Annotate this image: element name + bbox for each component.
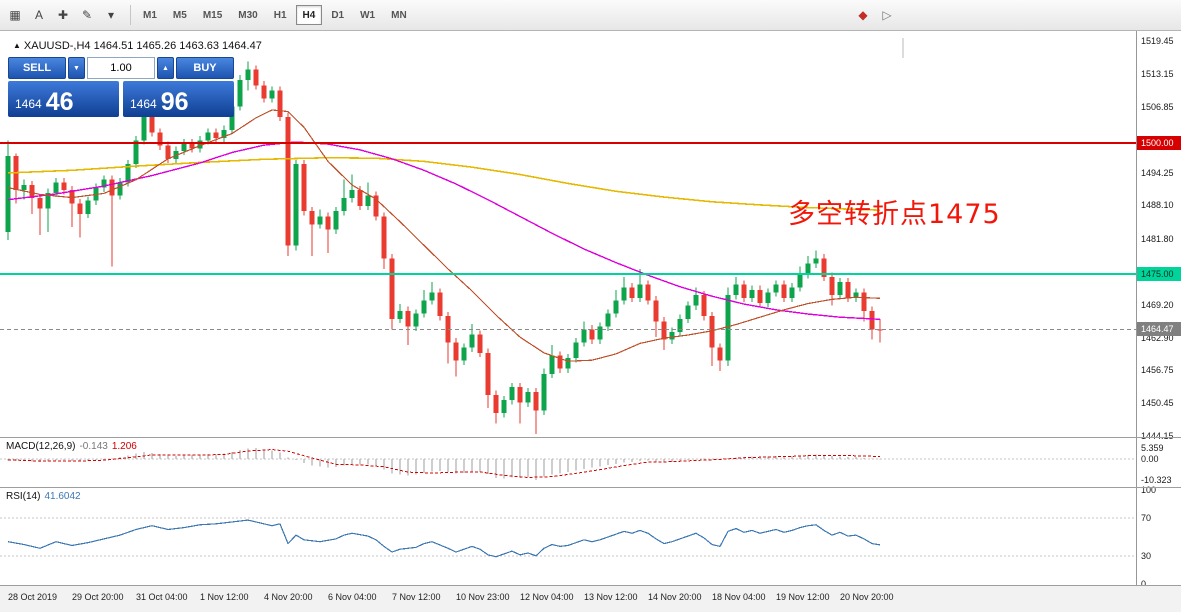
time-label: 4 Nov 20:00 bbox=[264, 592, 313, 602]
buy-price-main: 1464 bbox=[130, 97, 157, 111]
time-label: 1 Nov 12:00 bbox=[200, 592, 249, 602]
price-tick: 1456.75 bbox=[1141, 364, 1174, 375]
time-label: 6 Nov 04:00 bbox=[328, 592, 377, 602]
macd-indicator-label: MACD(12,26,9) -0.143 1.206 bbox=[6, 441, 137, 452]
buy-button[interactable]: BUY bbox=[176, 57, 234, 79]
macd-tick: -10.323 bbox=[1141, 475, 1172, 486]
price-tick: 1462.90 bbox=[1141, 332, 1174, 343]
pane-separator-macd[interactable] bbox=[0, 437, 1181, 438]
chart-annotation-text: 多空转折点1475 bbox=[788, 199, 1001, 230]
price-tick: 1481.80 bbox=[1141, 233, 1174, 244]
time-label: 14 Nov 20:00 bbox=[648, 592, 702, 602]
sell-price-panel[interactable]: 1464 46 bbox=[8, 81, 119, 117]
trade-controls-row: SELL ▼ ▲ BUY bbox=[8, 57, 234, 79]
timeframe-m1[interactable]: M1 bbox=[136, 5, 164, 25]
time-label: 10 Nov 23:00 bbox=[456, 592, 510, 602]
price-tick: 1513.15 bbox=[1141, 69, 1174, 80]
price-axis[interactable]: 1519.45 1513.15 1506.85 1494.25 1488.10 1481.… bbox=[1136, 30, 1181, 612]
lot-decrease-button[interactable]: ▼ bbox=[68, 57, 85, 79]
price-tick: 1506.85 bbox=[1141, 102, 1174, 113]
time-label: 31 Oct 04:00 bbox=[136, 592, 188, 602]
timeframe-w1[interactable]: W1 bbox=[353, 5, 382, 25]
price-tick: 1450.45 bbox=[1141, 397, 1174, 408]
rsi-tick: 0 bbox=[1141, 579, 1147, 589]
trade-prices-row: 1464 46 1464 96 bbox=[8, 81, 234, 117]
time-axis[interactable]: 28 Oct 2019 29 Oct 20:00 31 Oct 04:00 1 Nov… bbox=[0, 586, 1181, 612]
toolbar-right-icons: ◆ ▷ bbox=[848, 4, 902, 26]
rsi-tick: 30 bbox=[1141, 550, 1152, 561]
sell-price-main: 1464 bbox=[15, 97, 42, 111]
lot-increase-button[interactable]: ▲ bbox=[157, 57, 174, 79]
timeframe-d1[interactable]: D1 bbox=[324, 5, 351, 25]
chart-canvas[interactable] bbox=[0, 30, 1136, 612]
symbol-marker-icon: ▲ bbox=[13, 41, 21, 50]
draw-tools-icon[interactable]: ✎ bbox=[75, 4, 99, 26]
price-tick: 1488.10 bbox=[1141, 200, 1174, 211]
new-order-icon[interactable]: ◆ bbox=[851, 4, 875, 26]
timeframe-buttons: M1 M5 M15 M30 H1 H4 D1 W1 MN bbox=[135, 5, 415, 25]
rsi-value: 41.6042 bbox=[44, 491, 81, 502]
text-label-icon[interactable]: A bbox=[27, 4, 51, 26]
ohlc-text: XAUUSD-,H4 1464.51 1465.26 1463.63 1464.… bbox=[23, 40, 262, 52]
rsi-tick: 70 bbox=[1141, 513, 1152, 524]
rsi-name: RSI(14) bbox=[6, 491, 41, 502]
macd-tick: 0.00 bbox=[1141, 454, 1159, 464]
sell-price-pips: 46 bbox=[45, 87, 74, 116]
timeframe-h1[interactable]: H1 bbox=[267, 5, 294, 25]
toolbar-left-icons: ▦ A ✚ ✎ ▾ bbox=[0, 4, 126, 26]
buy-price-pips: 96 bbox=[160, 87, 189, 116]
one-click-trading-panel: SELL ▼ ▲ BUY 1464 46 1464 96 bbox=[8, 57, 234, 117]
toolbar-separator bbox=[130, 5, 131, 25]
price-tick: 1519.45 bbox=[1141, 36, 1174, 46]
macd-signal-value: 1.206 bbox=[111, 441, 137, 452]
time-label: 20 Nov 20:00 bbox=[840, 592, 894, 602]
time-label: 18 Nov 04:00 bbox=[712, 592, 766, 602]
timeframe-h4[interactable]: H4 bbox=[295, 5, 323, 25]
macd-name: MACD(12,26,9) bbox=[6, 441, 76, 452]
rsi-indicator-label: RSI(14) 41.6042 bbox=[6, 491, 81, 502]
time-label: 29 Oct 20:00 bbox=[72, 592, 124, 602]
time-label: 12 Nov 04:00 bbox=[520, 592, 574, 602]
main-toolbar: ▦ A ✚ ✎ ▾ M1 M5 M15 M30 H1 H4 D1 W1 MN ◆ ▷ bbox=[0, 0, 1181, 31]
timeframe-m15[interactable]: M15 bbox=[196, 5, 229, 25]
time-label: 13 Nov 12:00 bbox=[584, 592, 638, 602]
resistance-price-badge: 1500.00 bbox=[1137, 136, 1181, 151]
rsi-tick: 100 bbox=[1141, 485, 1157, 495]
chart-shift-icon[interactable]: ▷ bbox=[875, 4, 899, 26]
timeframe-m30[interactable]: M30 bbox=[231, 5, 264, 25]
timeframe-mn[interactable]: MN bbox=[384, 5, 414, 25]
macd-tick: 5.359 bbox=[1141, 443, 1164, 453]
chart-window-icon[interactable]: ▦ bbox=[3, 4, 27, 26]
lot-size-input[interactable] bbox=[87, 57, 155, 79]
timeframe-m5[interactable]: M5 bbox=[166, 5, 194, 25]
pane-separator-rsi[interactable] bbox=[0, 487, 1181, 488]
price-tick: 1469.20 bbox=[1141, 299, 1174, 310]
chart-ohlc-header: ▲ XAUUSD-,H4 1464.51 1465.26 1463.63 1464… bbox=[10, 40, 265, 52]
time-label: 7 Nov 12:00 bbox=[392, 592, 441, 602]
time-label: 19 Nov 12:00 bbox=[776, 592, 830, 602]
time-label: 28 Oct 2019 bbox=[8, 592, 58, 602]
price-tick: 1494.25 bbox=[1141, 168, 1174, 179]
macd-main-value: -0.143 bbox=[79, 441, 108, 452]
current-price-badge: 1464.47 bbox=[1137, 322, 1181, 337]
pane-separator-timeaxis bbox=[0, 585, 1181, 586]
buy-price-panel[interactable]: 1464 96 bbox=[123, 81, 234, 117]
sell-button[interactable]: SELL bbox=[8, 57, 66, 79]
crosshair-icon[interactable]: ✚ bbox=[51, 4, 75, 26]
pivot-price-badge: 1475.00 bbox=[1137, 267, 1181, 282]
price-tick: 1444.15 bbox=[1141, 431, 1174, 441]
dropdown-arrow-icon[interactable]: ▾ bbox=[99, 4, 123, 26]
